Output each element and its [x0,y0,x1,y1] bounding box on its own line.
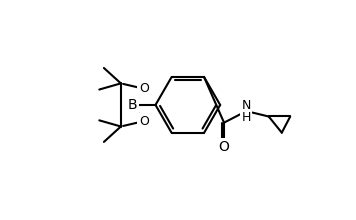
Text: O: O [139,115,149,128]
Text: N
H: N H [242,99,251,124]
Text: O: O [219,140,230,154]
Text: B: B [127,98,137,112]
Text: O: O [139,82,149,95]
